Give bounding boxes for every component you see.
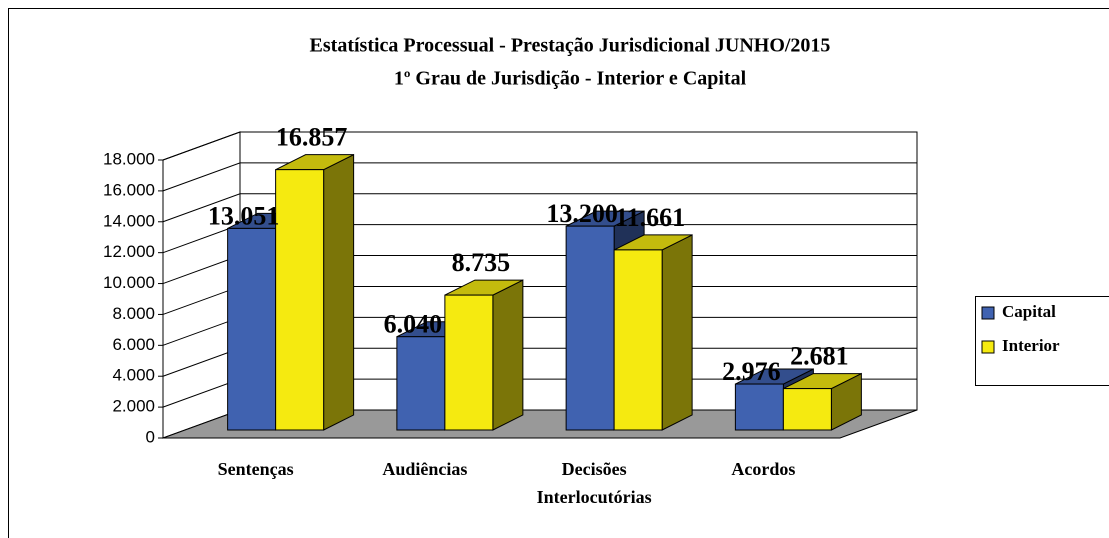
data-label: 8.735 <box>452 248 511 277</box>
y-tick-label: 4.000 <box>112 366 155 385</box>
y-tick-label: 2.000 <box>112 397 155 416</box>
y-tick-label: 0 <box>146 427 155 446</box>
data-label: 11.661 <box>615 203 685 232</box>
chart-subtitle: 1º Grau de Jurisdição - Interior e Capit… <box>394 68 747 90</box>
bar <box>227 227 277 431</box>
x-tick-label: Audiências <box>382 459 468 479</box>
bar-side <box>492 279 524 431</box>
bar-side <box>323 153 355 431</box>
bar <box>444 294 494 431</box>
bar <box>565 225 615 431</box>
floor <box>162 409 918 439</box>
bar-side <box>661 234 693 431</box>
grid-line <box>162 131 917 161</box>
y-tick-label: 6.000 <box>112 335 155 354</box>
x-tick-label: Acordos <box>731 459 796 479</box>
data-label: 2.976 <box>722 357 781 386</box>
bar <box>613 249 663 431</box>
x-tick-label: Sentenças <box>217 459 294 479</box>
data-label: 2.681 <box>790 342 849 371</box>
x-tick-label: Decisões Interlocutórias <box>536 459 652 507</box>
legend-swatch <box>981 340 995 354</box>
chart-title: Estatística Processual - Prestação Juris… <box>310 35 831 57</box>
y-tick-label: 18.000 <box>103 149 155 168</box>
bar <box>782 388 832 431</box>
grid-line <box>162 193 917 223</box>
y-tick-label: 8.000 <box>112 304 155 323</box>
legend-swatch <box>981 306 995 320</box>
grid-line <box>162 162 917 192</box>
bar <box>396 336 446 431</box>
y-tick-label: 14.000 <box>103 211 155 230</box>
bar <box>734 383 784 431</box>
data-label: 6.040 <box>384 310 443 339</box>
y-tick-label: 16.000 <box>103 180 155 199</box>
data-label: 16.857 <box>276 123 348 152</box>
bar <box>275 169 325 431</box>
data-label: 13.200 <box>546 199 618 228</box>
y-tick-label: 10.000 <box>103 273 155 292</box>
data-label: 13.051 <box>208 201 280 230</box>
legend-box <box>975 296 1109 386</box>
legend-label: Interior <box>1002 336 1060 355</box>
y-tick-label: 12.000 <box>103 242 155 261</box>
legend-label: Capital <box>1002 302 1056 321</box>
